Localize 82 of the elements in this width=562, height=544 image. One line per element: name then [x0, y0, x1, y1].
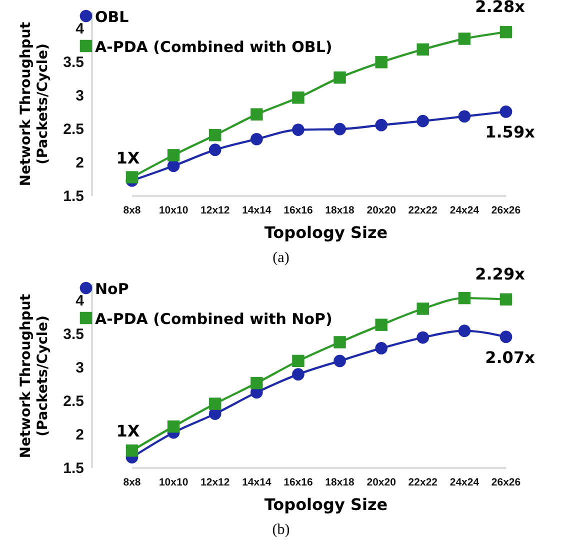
x-tick-label: 22x22 [408, 476, 438, 488]
point [416, 331, 430, 344]
annotation: 2.28x [475, 0, 526, 16]
point [292, 354, 304, 368]
x-axis-title: Topology Size [264, 495, 388, 514]
legend-label: A-PDA (Combined with OBL) [95, 38, 332, 56]
annotation: 1.59x [485, 122, 536, 142]
point [334, 71, 346, 84]
point [126, 444, 138, 457]
y-tick-label: 3.5 [63, 326, 84, 343]
x-tick-label: 14x14 [242, 204, 272, 216]
x-tick-label: 16x16 [284, 476, 313, 488]
point [334, 122, 346, 136]
x-tick-label: 20x20 [366, 476, 396, 488]
point [208, 128, 222, 142]
x-tick-label: 10x10 [158, 476, 188, 488]
y-tick-label: 3 [76, 87, 84, 104]
y-tick-label: 3.5 [63, 54, 84, 71]
annotation: 1X [116, 148, 140, 168]
x-tick-label: 24x24 [450, 476, 480, 488]
y-tick-label: 2 [76, 154, 84, 172]
point [208, 398, 222, 410]
point [458, 32, 471, 45]
y-tick-label: 1.5 [63, 460, 84, 477]
x-tick-label: 8x8 [123, 204, 141, 216]
y-tick-label: 3 [76, 359, 84, 376]
point [375, 118, 388, 132]
x-tick-label: 12x12 [200, 476, 230, 488]
point [292, 368, 304, 380]
point [126, 171, 138, 184]
point [167, 149, 180, 162]
x-tick-label: 20x20 [366, 204, 396, 216]
x-tick-label: 26x26 [491, 204, 521, 216]
x-tick-label: 12x12 [200, 204, 230, 216]
x-tick-label: 22x22 [408, 204, 438, 216]
legend-label: A-PDA (Combined with NoP) [95, 310, 332, 328]
point [458, 324, 471, 338]
x-axis-title: Topology Size [264, 223, 388, 242]
point [334, 354, 346, 368]
point [292, 124, 304, 136]
legend-label: OBL [95, 8, 130, 26]
x-tick-label: 8x8 [123, 476, 141, 488]
point [334, 336, 346, 348]
point [500, 293, 512, 306]
x-tick-label: 18x18 [325, 204, 355, 216]
point [208, 144, 222, 156]
text: (b) [272, 522, 290, 538]
point [458, 110, 471, 123]
y-axis-title: Network Throughput (Packets/Cycle) [18, 22, 51, 186]
x-tick-label: 24x24 [450, 204, 480, 216]
annotation: 2.29x [475, 264, 526, 284]
point [250, 108, 263, 120]
y-tick-label: 4 [76, 20, 85, 38]
point [416, 114, 430, 128]
y-axis-title: Network Throughput (Packets/Cycle) [18, 294, 51, 458]
point [375, 318, 388, 331]
y-tick-label: 2.5 [63, 392, 84, 410]
annotation: 1X [116, 422, 140, 441]
point [500, 26, 512, 38]
y-tick-label: 2.5 [63, 120, 84, 138]
x-tick-label: 18x18 [325, 476, 355, 488]
point [416, 43, 430, 56]
point [250, 376, 263, 390]
point [500, 106, 512, 118]
point [416, 302, 430, 315]
point [375, 56, 388, 68]
point [375, 342, 388, 354]
point [250, 132, 263, 146]
x-tick-label: 14x14 [242, 476, 272, 488]
text: (a) [272, 250, 290, 266]
point [167, 420, 180, 433]
annotation: 2.07x [485, 348, 536, 367]
x-tick-label: 26x26 [491, 476, 521, 488]
y-tick-label: 1.5 [63, 188, 84, 205]
point [292, 92, 304, 104]
legend-label: NoP [95, 280, 129, 298]
x-tick-label: 10x10 [158, 204, 188, 216]
point [458, 292, 471, 304]
y-tick-label: 4 [76, 292, 85, 310]
point [500, 330, 512, 344]
x-tick-label: 16x16 [284, 204, 313, 216]
y-tick-label: 2 [76, 426, 84, 444]
